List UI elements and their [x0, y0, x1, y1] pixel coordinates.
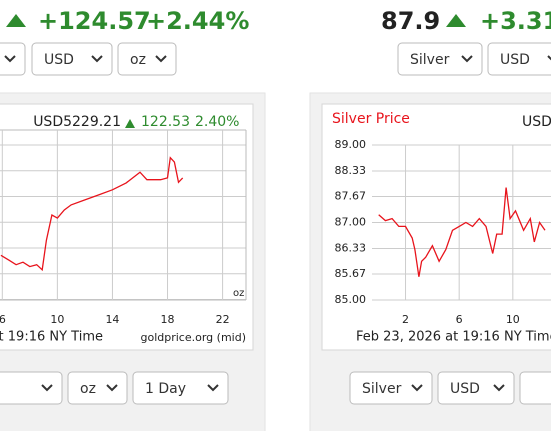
chevron[interactable] [461, 55, 473, 63]
y-tick-label: 87.67 [335, 190, 367, 203]
y-tick-label: 88.33 [335, 164, 367, 177]
select-text[interactable]: USD [44, 52, 74, 68]
select-text[interactable]: oz [130, 52, 146, 68]
up-arrow [6, 14, 26, 27]
select[interactable]: USD [437, 371, 515, 405]
select[interactable]: USD [487, 42, 551, 76]
x-tick-label: 10 [50, 313, 64, 326]
y-tick-label: 87.00 [335, 216, 367, 229]
select-text[interactable]: oz [80, 381, 96, 397]
select[interactable]: USD [31, 42, 113, 76]
silver-change: +3.31 [480, 7, 551, 35]
gold-change: +124.57 [38, 7, 151, 35]
gold-footer: at 19:16 NY Time [0, 330, 103, 345]
chevron[interactable] [493, 384, 505, 392]
select-box[interactable] [67, 371, 128, 405]
select-text[interactable]: USD [500, 52, 530, 68]
select-box[interactable] [117, 42, 177, 76]
select[interactable]: USD [0, 371, 63, 405]
gold-chart-change: 122.53 [141, 114, 190, 130]
select-box[interactable] [349, 371, 433, 405]
chevron[interactable] [155, 55, 167, 63]
select[interactable] [0, 42, 26, 76]
select-text[interactable]: USD [450, 381, 480, 397]
select-box[interactable] [397, 42, 483, 76]
silver-chart-price: USD [522, 114, 551, 130]
select[interactable]: oz [117, 42, 177, 76]
chevron[interactable] [106, 384, 118, 392]
select-box[interactable] [0, 371, 63, 405]
source: goldprice.org (mid) [141, 331, 247, 344]
select[interactable]: 1 Day [132, 371, 229, 405]
x-tick-label: 22 [216, 313, 230, 326]
select-box[interactable] [132, 371, 229, 405]
unit-label: oz [233, 288, 244, 299]
select-text[interactable]: 1 Day [145, 381, 186, 397]
gold-chart-change-pct: 2.40% [195, 114, 239, 130]
x-tick-label: 6 [0, 313, 6, 326]
select-box[interactable] [31, 42, 113, 76]
silver-chart-title: Silver Price [332, 111, 410, 127]
y-tick-label: 89.00 [335, 138, 367, 151]
y-tick-label: 85.00 [335, 293, 367, 306]
chevron[interactable] [207, 384, 219, 392]
chevron[interactable] [411, 384, 423, 392]
select-text[interactable]: Silver [410, 52, 450, 68]
select-text[interactable]: Silver [362, 381, 402, 397]
price-line [0, 156, 184, 272]
gold-change-pct: +2.44% [146, 7, 249, 35]
chevron[interactable] [41, 384, 53, 392]
x-tick-label: 18 [161, 313, 175, 326]
chevron[interactable] [547, 55, 551, 61]
gold-chart-price: USD5229.21 [33, 114, 121, 130]
price-line [378, 187, 546, 277]
up-arrow [125, 119, 135, 128]
x-tick-label: 2 [402, 313, 409, 326]
x-tick-label: 6 [456, 313, 463, 326]
select-box[interactable] [487, 42, 551, 76]
up-arrow [446, 14, 466, 27]
select[interactable]: Silver [397, 42, 483, 76]
select-box[interactable] [437, 371, 515, 405]
chevron[interactable] [4, 55, 16, 63]
chevron[interactable] [91, 55, 103, 63]
select[interactable]: oz [67, 371, 128, 405]
y-tick-label: 85.67 [335, 267, 367, 280]
silver-footer: Feb 23, 2026 at 19:16 NY Time [356, 330, 551, 345]
select-box[interactable] [519, 371, 551, 405]
y-tick-label: 86.33 [335, 241, 367, 254]
silver-price: 87.9 [381, 7, 440, 35]
x-tick-label: 10 [506, 313, 520, 326]
select[interactable] [519, 371, 551, 405]
x-tick-label: 14 [105, 313, 119, 326]
select[interactable]: Silver [349, 371, 433, 405]
